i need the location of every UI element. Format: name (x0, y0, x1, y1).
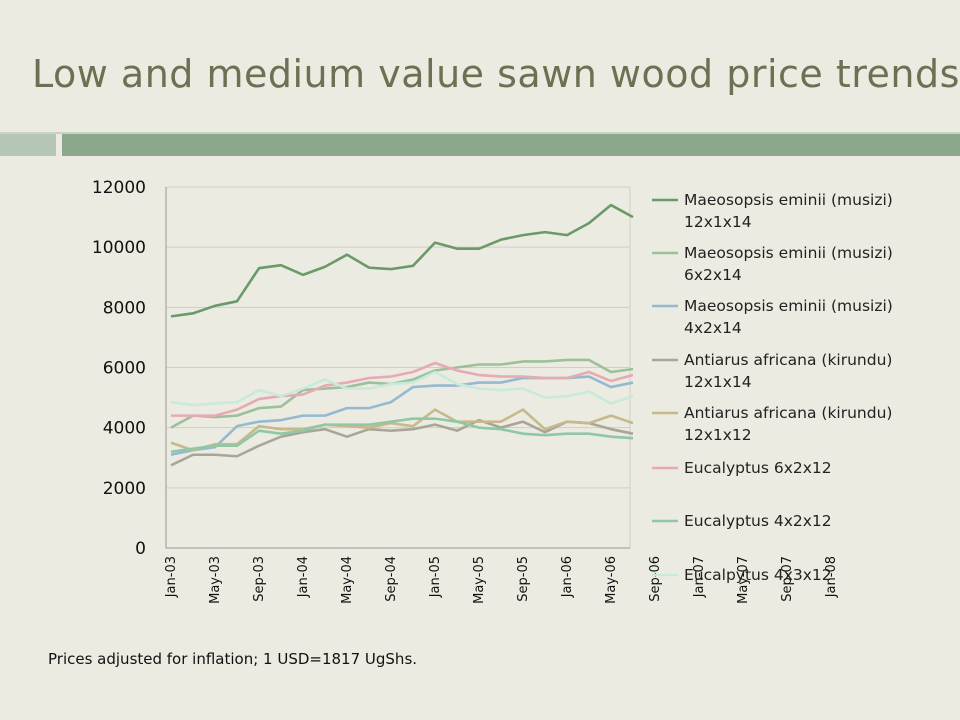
title-divider (0, 132, 960, 158)
legend-label: Antiarus africana (kirundu) (684, 404, 892, 422)
x-tick-label: Sep-07 (780, 556, 795, 602)
x-tick-label: Sep-03 (252, 556, 267, 602)
x-tick-label: Sep-05 (516, 556, 531, 602)
divider-block-right (62, 134, 960, 156)
series-line (170, 417, 634, 454)
legend-label: 6x2x14 (684, 266, 742, 284)
x-tick-label: Jan-06 (560, 556, 575, 598)
price-trend-chart: 0 2000 4000 6000 8000 10000 12000 Jan-03 May-03 S… (92, 178, 893, 604)
series-line (171, 361, 634, 417)
x-tick-label: Sep-04 (384, 556, 399, 602)
legend-label: Eucalyptus 6x2x12 (684, 459, 832, 477)
legend-label: Maeosopsis eminii (musizi) (684, 297, 893, 315)
legend-label: Maeosopsis eminii (musizi) (684, 191, 893, 209)
y-tick-label: 4000 (103, 419, 146, 439)
x-tick-label: Jan-08 (824, 556, 839, 598)
x-tick-label: May-05 (472, 556, 487, 604)
legend-label: Eucalpytus 4x3x12 (684, 566, 832, 584)
x-tick-label: Jan-05 (428, 556, 443, 598)
y-tick-label: 10000 (92, 238, 146, 258)
x-tick-label: Sep-06 (648, 556, 663, 602)
series-line (170, 370, 634, 407)
y-tick-label: 8000 (103, 298, 146, 318)
x-tick-label: May-03 (208, 556, 223, 604)
slide-title: Low and medium value sawn wood price tre… (32, 52, 960, 96)
legend-label: 12x1x12 (684, 426, 752, 444)
x-tick-label: Jan-07 (692, 556, 707, 598)
x-tick-label: Jan-03 (164, 556, 179, 598)
series-line (170, 358, 634, 429)
series-line (170, 408, 634, 452)
y-tick-label: 12000 (92, 178, 146, 198)
legend-label: 12x1x14 (684, 373, 752, 391)
x-tick-label: May-06 (604, 556, 619, 604)
legend-label: 4x2x14 (684, 319, 742, 337)
y-tick-label: 6000 (103, 359, 146, 379)
y-tick-label: 2000 (103, 479, 146, 499)
series-line (170, 203, 634, 318)
divider-block-left (0, 134, 56, 156)
legend-label: 12x1x14 (684, 213, 752, 231)
legend-label: Eucalyptus 4x2x12 (684, 512, 832, 530)
footnote: Prices adjusted for inflation; 1 USD=181… (48, 650, 418, 668)
y-tick-label: 0 (135, 539, 146, 559)
x-tick-label: May-07 (736, 556, 751, 604)
x-tick-label: Jan-04 (296, 556, 311, 598)
x-tick-label: May-04 (340, 556, 355, 604)
legend-label: Maeosopsis eminii (musizi) (684, 244, 893, 262)
divider-line (0, 132, 960, 134)
legend-label: Antiarus africana (kirundu) (684, 351, 892, 369)
series-line (170, 418, 634, 467)
